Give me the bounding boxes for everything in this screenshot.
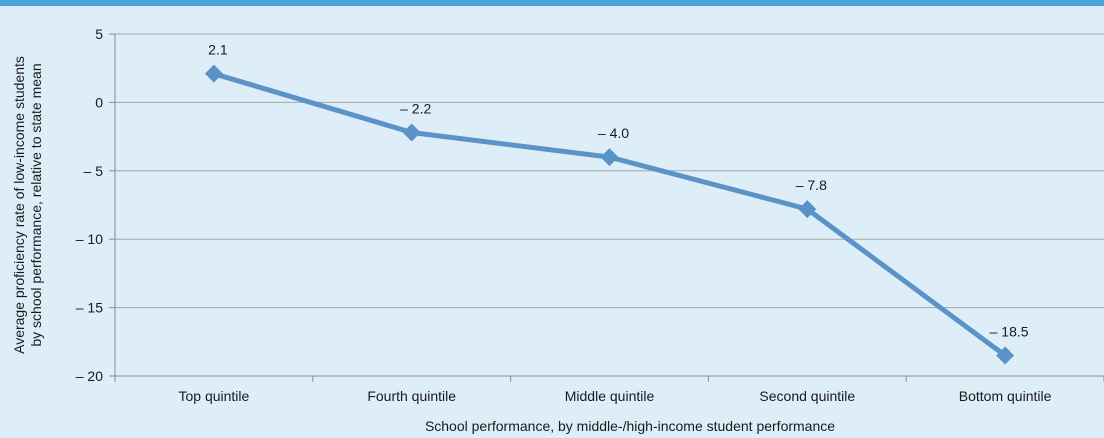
gridlines: [115, 33, 1104, 309]
data-point: [204, 64, 223, 83]
data-label: – 2.2: [400, 100, 431, 116]
x-tick-label: Bottom quintile: [959, 388, 1052, 404]
data-point: [996, 346, 1015, 365]
x-tick-labels: Top quintile Fourth quintile Middle quinti…: [178, 388, 1051, 404]
x-tick-label: Second quintile: [759, 388, 855, 404]
y-axis-title-line-1: Average proficiency rate of low-income s…: [11, 56, 27, 354]
x-tick-label: Middle quintile: [565, 388, 655, 404]
axis-titles: School performance, by middle-/high-inco…: [11, 56, 835, 434]
axes: [109, 33, 1104, 382]
x-tick-label: Top quintile: [178, 388, 249, 404]
y-tick-label: – 10: [76, 231, 103, 247]
series: [204, 64, 1015, 365]
y-axis-title-line-2: by school performance, relative to state…: [28, 63, 44, 346]
data-label: – 18.5: [990, 323, 1029, 339]
data-labels: 2.1 – 2.2 – 4.0 – 7.8 – 18.5: [208, 42, 1029, 340]
y-tick-labels: 5 0 – 5 – 10 – 15 – 20: [76, 26, 103, 384]
data-point: [600, 148, 619, 167]
y-tick-label: 0: [95, 94, 103, 110]
y-tick-label: – 15: [76, 300, 103, 316]
y-tick-label: – 5: [84, 163, 104, 179]
data-label: 2.1: [208, 42, 228, 58]
series-line: [213, 71, 1007, 358]
data-label: – 7.8: [796, 177, 827, 193]
y-tick-label: 5: [95, 26, 103, 42]
y-tick-label: – 20: [76, 368, 103, 384]
data-point: [402, 123, 421, 142]
data-point: [798, 200, 817, 219]
data-label: – 4.0: [598, 125, 629, 141]
x-axis-title: School performance, by middle-/high-inco…: [425, 418, 835, 434]
top-accent-bar: [0, 0, 1104, 6]
x-tick-label: Fourth quintile: [367, 388, 456, 404]
